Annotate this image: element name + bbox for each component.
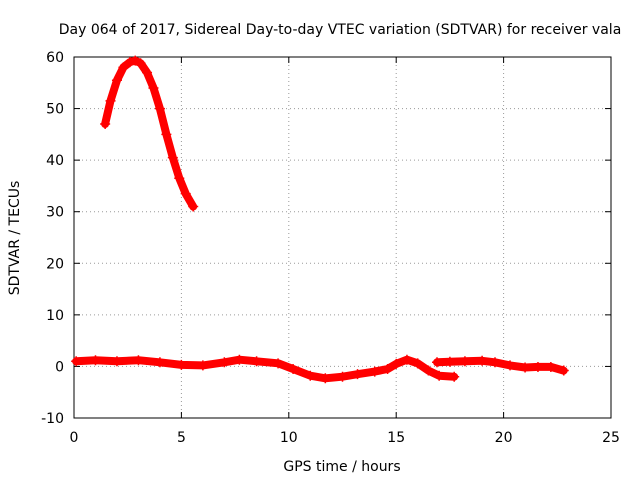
- x-tick-label: 0: [70, 430, 79, 446]
- grid-lines: [74, 57, 611, 418]
- data-point: [391, 358, 402, 369]
- data-point: [111, 75, 122, 86]
- y-tick-label: 60: [46, 50, 64, 66]
- data-point: [545, 361, 556, 372]
- series-line: [433, 356, 568, 375]
- data-point: [100, 119, 111, 130]
- y-tick-label: -10: [41, 411, 64, 427]
- data-point: [337, 371, 348, 382]
- axis-ticks: 0 5 10 15 20 25 -10 0 10 20 30 40 50 60: [41, 50, 620, 446]
- data-point: [401, 354, 412, 365]
- data-point: [71, 356, 82, 367]
- data-point: [135, 58, 146, 69]
- data-point: [90, 355, 101, 366]
- data-point: [434, 370, 445, 381]
- data-point: [251, 356, 262, 367]
- data-point: [477, 355, 488, 366]
- plot-frame: [73, 56, 612, 419]
- data-point: [288, 364, 299, 375]
- data-point: [188, 201, 199, 212]
- x-tick-label: 5: [177, 430, 186, 446]
- data-point: [105, 95, 116, 106]
- chart-title: Day 064 of 2017, Sidereal Day-to-day VTE…: [59, 22, 622, 38]
- data-point: [148, 82, 159, 93]
- y-tick-label: 50: [46, 102, 64, 118]
- data-point: [234, 354, 245, 365]
- data-point: [449, 371, 460, 382]
- data-point: [520, 362, 531, 373]
- data-point: [161, 129, 172, 140]
- series-line: [72, 355, 459, 383]
- data-point: [118, 62, 129, 73]
- data-point: [352, 369, 363, 380]
- y-tick-label: 40: [46, 153, 64, 169]
- x-tick-label: 10: [280, 430, 298, 446]
- y-tick-label: 10: [46, 308, 64, 324]
- data-point: [532, 361, 543, 372]
- data-point: [174, 173, 185, 184]
- data-point: [273, 358, 284, 369]
- data-point: [111, 356, 122, 367]
- data-point: [320, 373, 331, 384]
- data-point: [305, 370, 316, 381]
- data-point: [133, 355, 144, 366]
- data-point: [423, 365, 434, 376]
- data-point: [167, 152, 178, 163]
- data-point: [130, 55, 141, 66]
- x-tick-label: 25: [602, 430, 620, 446]
- data-point: [124, 57, 135, 68]
- data-point: [490, 357, 501, 368]
- x-tick-label: 15: [387, 430, 405, 446]
- data-series: [71, 55, 569, 384]
- data-point: [154, 103, 165, 114]
- data-point: [412, 358, 423, 369]
- data-point: [459, 356, 470, 367]
- data-point: [505, 360, 516, 371]
- data-point: [369, 366, 380, 377]
- data-point: [142, 67, 153, 78]
- y-tick-label: 20: [46, 256, 64, 272]
- data-point: [154, 357, 165, 368]
- data-point: [382, 364, 393, 375]
- series-line: [101, 56, 198, 211]
- data-point: [558, 365, 569, 376]
- y-tick-label: 30: [46, 205, 64, 221]
- data-point: [197, 360, 208, 371]
- data-point: [219, 357, 230, 368]
- y-tick-label: 0: [55, 359, 64, 375]
- data-point: [176, 359, 187, 370]
- x-axis-label: GPS time / hours: [283, 459, 400, 475]
- y-axis-label: SDTVAR / TECUs: [7, 181, 23, 296]
- x-tick-label: 20: [495, 430, 513, 446]
- data-point: [444, 356, 455, 367]
- data-point: [432, 357, 443, 368]
- data-point: [180, 188, 191, 199]
